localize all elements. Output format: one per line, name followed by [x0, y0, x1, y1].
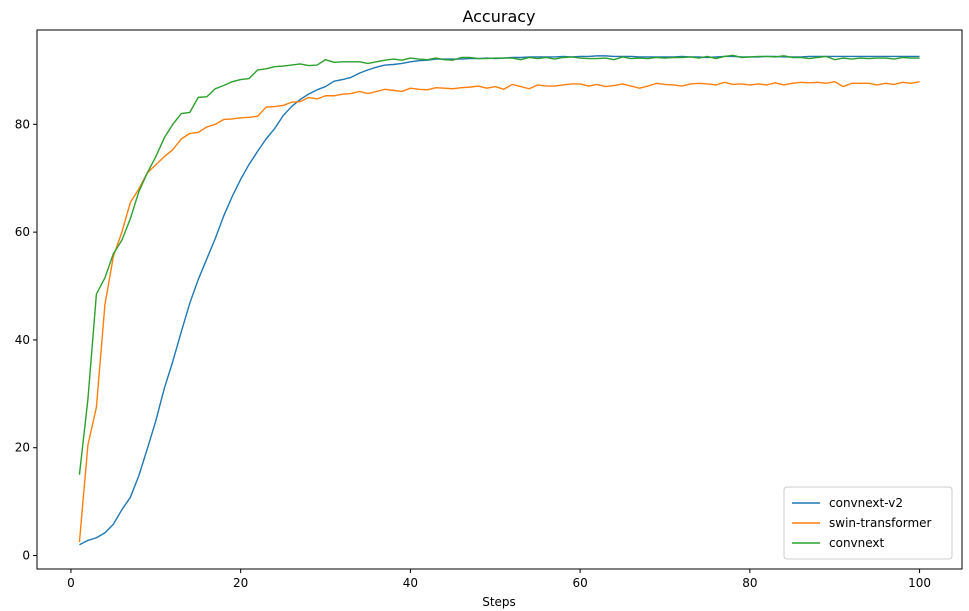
y-tick-label: 40 — [15, 333, 30, 347]
legend-label-convnext: convnext — [829, 536, 885, 550]
x-tick-label: 80 — [742, 576, 757, 590]
x-tick-label: 60 — [572, 576, 587, 590]
x-axis: 0 20 40 60 80 100 — [67, 569, 931, 590]
axes-frame — [36, 29, 963, 570]
x-axis-label: Steps — [482, 595, 516, 609]
x-tick-label: 40 — [403, 576, 418, 590]
series-line-convnext — [78, 54, 920, 475]
y-axis: 0 20 40 60 80 — [15, 117, 37, 563]
x-tick-label: 0 — [67, 576, 75, 590]
y-tick-label: 0 — [22, 549, 30, 563]
legend-label-convnext-v2: convnext-v2 — [829, 496, 903, 510]
y-tick-label: 60 — [15, 225, 30, 239]
x-tick-label: 20 — [233, 576, 248, 590]
series-line-swin-transformer — [78, 81, 920, 543]
chart-title: Accuracy — [462, 7, 535, 26]
legend-label-swin-transformer: swin-transformer — [829, 516, 932, 530]
y-tick-label: 80 — [15, 117, 30, 131]
legend: convnext-v2 swin-transformer convnext — [783, 486, 953, 560]
legend-box — [783, 486, 953, 560]
plot-area — [36, 29, 963, 570]
y-tick-label: 20 — [15, 441, 30, 455]
x-tick-label: 100 — [908, 576, 931, 590]
